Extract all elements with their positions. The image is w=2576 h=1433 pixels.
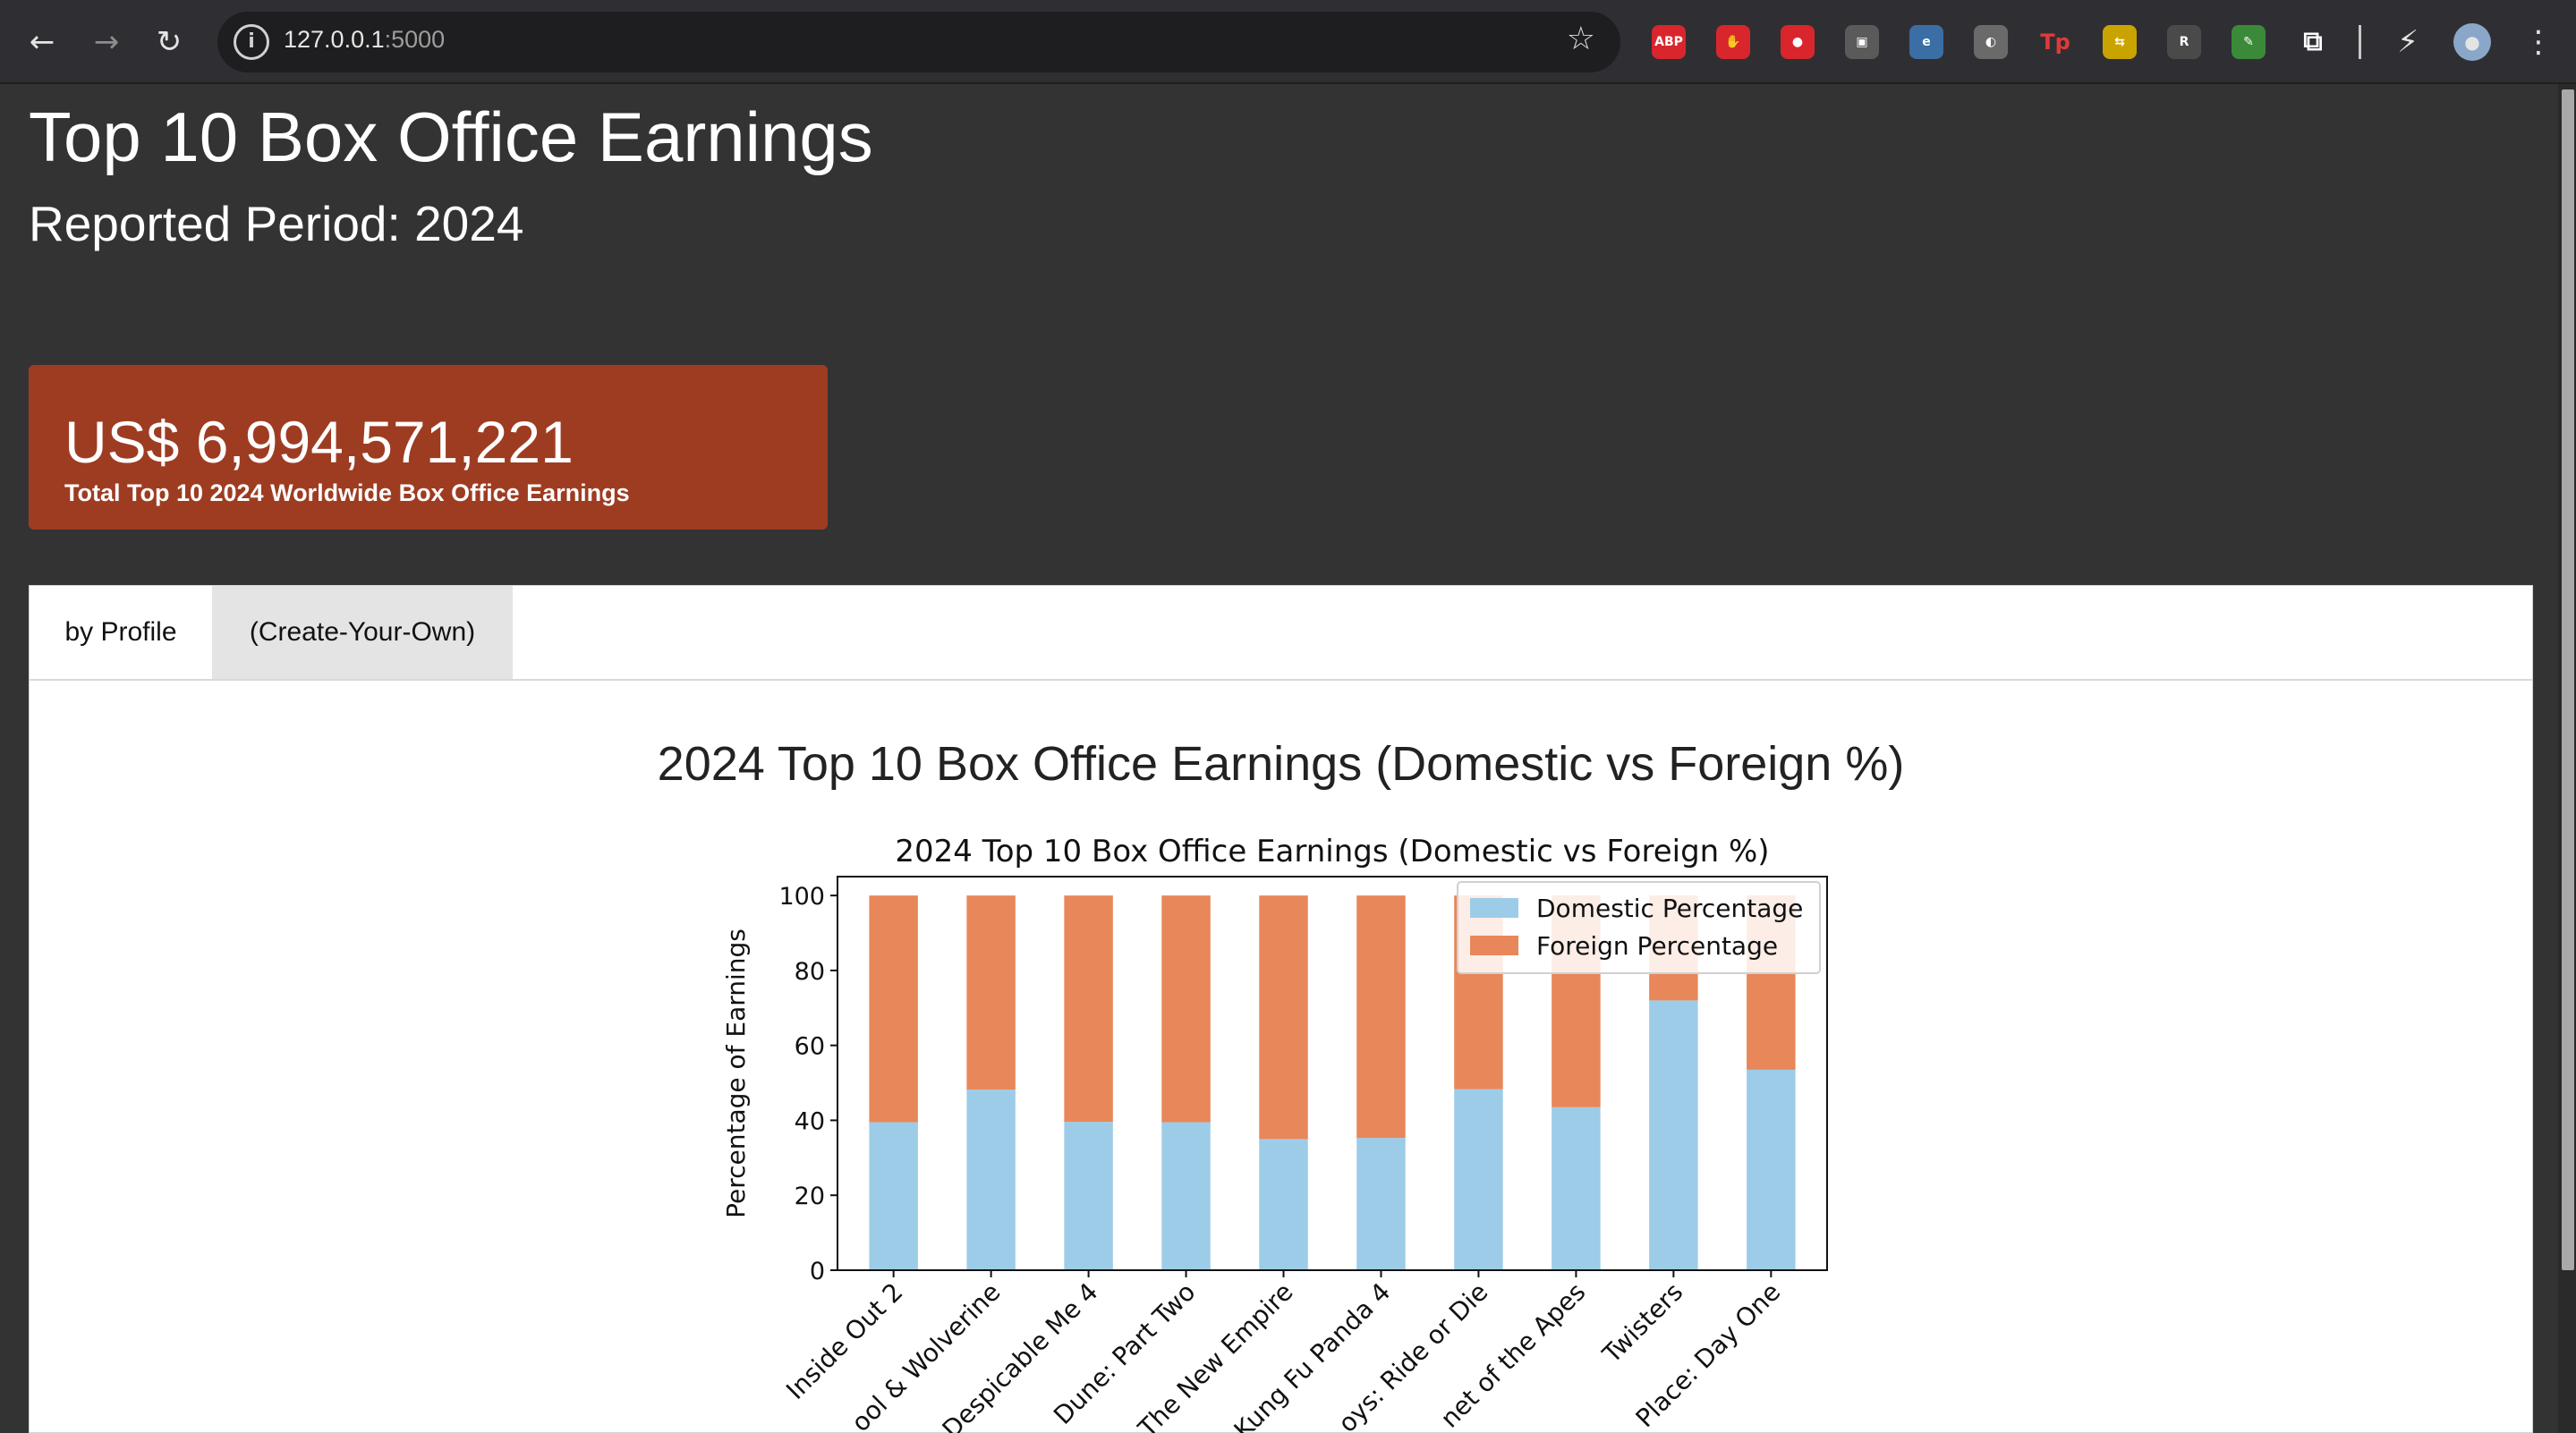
- bar-domestic: [1161, 1122, 1211, 1270]
- y-axis-label: Percentage of Earnings: [721, 928, 751, 1218]
- plot-frame: [837, 876, 1828, 1271]
- site-info-icon[interactable]: i: [234, 24, 269, 60]
- bar-domestic: [1649, 1000, 1698, 1270]
- picture-in-picture-icon[interactable]: ▣: [1845, 25, 1879, 59]
- record-icon[interactable]: ●: [1781, 25, 1815, 59]
- toolbar-divider: [2359, 25, 2361, 59]
- legend-swatch-foreign: [1470, 936, 1518, 955]
- y-tick-label: 80: [795, 958, 825, 986]
- gamepad-icon[interactable]: ◐: [1974, 25, 2008, 59]
- kpi-value: US$ 6,994,571,221: [64, 409, 574, 475]
- scrollbar-thumb[interactable]: [2562, 89, 2574, 1270]
- stacked-bar-chart: 2024 Top 10 Box Office Earnings (Domesti…: [721, 834, 1828, 1433]
- edge-e-icon[interactable]: e: [1909, 25, 1943, 59]
- bar-domestic: [966, 1090, 1016, 1270]
- bar-foreign: [869, 895, 918, 1123]
- tab-by-profile[interactable]: by Profile: [30, 586, 212, 679]
- y-tick-label: 60: [795, 1033, 825, 1061]
- profile-avatar[interactable]: ●: [2453, 23, 2491, 61]
- bar-foreign: [1259, 895, 1308, 1140]
- adblock-plus-icon[interactable]: ABP: [1652, 25, 1686, 59]
- menu-kebab-icon[interactable]: ⋮: [2523, 24, 2554, 60]
- bar-domestic: [1454, 1089, 1503, 1270]
- y-tick-label: 40: [795, 1107, 825, 1135]
- y-tick-label: 0: [810, 1258, 825, 1285]
- bar-domestic: [1356, 1138, 1406, 1270]
- bar-domestic: [1064, 1122, 1113, 1270]
- address-url[interactable]: 127.0.0.1:5000: [284, 26, 446, 53]
- bar-domestic: [1552, 1107, 1601, 1270]
- bar-foreign: [1161, 895, 1211, 1123]
- chart-title: 2024 Top 10 Box Office Earnings (Domesti…: [895, 834, 1769, 869]
- hand-stop-icon[interactable]: ✋: [1716, 25, 1750, 59]
- legend-label-foreign: Foreign Percentage: [1536, 931, 1778, 961]
- kpi-label: Total Top 10 2024 Worldwide Box Office E…: [64, 479, 630, 506]
- forward-arrow-icon[interactable]: →: [93, 24, 120, 60]
- bar-domestic: [869, 1122, 918, 1270]
- back-arrow-icon[interactable]: ←: [29, 24, 55, 60]
- y-tick-label: 20: [795, 1183, 825, 1210]
- tp-icon[interactable]: Tp: [2038, 25, 2072, 59]
- bar-domestic: [1259, 1139, 1308, 1270]
- x-tick-label: Twisters: [1596, 1277, 1688, 1369]
- reload-icon[interactable]: ↻: [156, 24, 183, 60]
- legend-box: [1457, 881, 1821, 974]
- legend-swatch-domestic: [1470, 898, 1518, 918]
- dark-r-icon[interactable]: R: [2167, 25, 2201, 59]
- chart-heading: 2024 Top 10 Box Office Earnings (Domesti…: [657, 737, 1905, 791]
- browser-toolbar: ← → ↻ i 127.0.0.1:5000 ☆ ABP ✋ ● ▣ e ◐ Tp ⇆ R ✎ ⧉ …: [0, 0, 2576, 84]
- address-bar[interactable]: i 127.0.0.1:5000 ☆: [217, 12, 1620, 72]
- bar-foreign: [1356, 895, 1406, 1139]
- kpi-card: US$ 6,994,571,221 Total Top 10 2024 Worl…: [29, 365, 828, 530]
- puzzle-icon[interactable]: ⧉: [2296, 25, 2330, 59]
- bar-foreign: [966, 895, 1016, 1090]
- y-tick-label: 100: [778, 883, 825, 911]
- performance-icon[interactable]: ⚡: [2397, 24, 2419, 60]
- tab-bar: by Profile (Create-Your-Own): [30, 586, 2532, 681]
- tab-create-your-own[interactable]: (Create-Your-Own): [212, 586, 513, 679]
- color-picker-icon[interactable]: ✎: [2232, 25, 2266, 59]
- page-title: Top 10 Box Office Earnings: [29, 98, 873, 176]
- bar-foreign: [1064, 895, 1113, 1123]
- legend-label-domestic: Domestic Percentage: [1536, 894, 1803, 923]
- bookmark-star-icon[interactable]: ☆: [1566, 21, 1595, 57]
- page-subtitle: Reported Period: 2024: [29, 196, 524, 251]
- yellow-tag-icon[interactable]: ⇆: [2103, 25, 2137, 59]
- bar-domestic: [1747, 1069, 1796, 1270]
